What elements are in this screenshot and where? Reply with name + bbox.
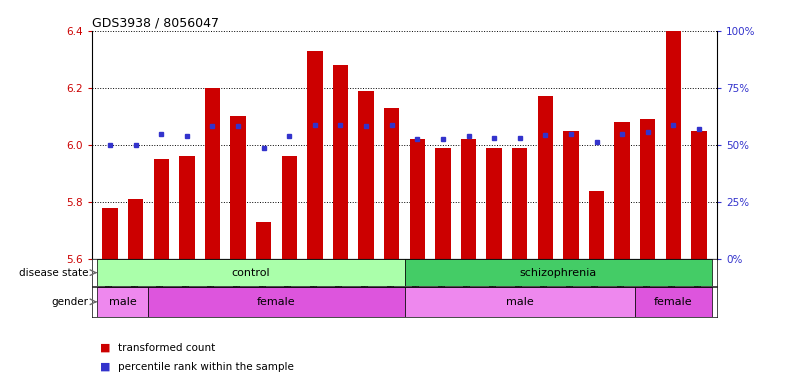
- Bar: [256, 222, 272, 259]
- Bar: [384, 108, 400, 259]
- Bar: [358, 91, 374, 259]
- Bar: [563, 131, 578, 259]
- Text: schizophrenia: schizophrenia: [520, 268, 597, 278]
- Bar: [97, 287, 148, 317]
- Bar: [179, 156, 195, 259]
- Text: female: female: [654, 297, 693, 307]
- Bar: [666, 31, 681, 259]
- Text: disease state: disease state: [18, 268, 88, 278]
- Bar: [231, 116, 246, 259]
- Bar: [486, 148, 501, 259]
- Bar: [97, 259, 405, 286]
- Text: male: male: [506, 297, 533, 307]
- Bar: [154, 159, 169, 259]
- Bar: [205, 88, 220, 259]
- Bar: [308, 51, 323, 259]
- Text: ■: ■: [100, 362, 111, 372]
- Text: control: control: [231, 268, 270, 278]
- Bar: [405, 259, 712, 286]
- Bar: [691, 131, 706, 259]
- Text: GDS3938 / 8056047: GDS3938 / 8056047: [92, 17, 219, 30]
- Bar: [640, 119, 655, 259]
- Bar: [148, 287, 405, 317]
- Text: transformed count: transformed count: [118, 343, 215, 353]
- Bar: [409, 139, 425, 259]
- Text: gender: gender: [51, 297, 88, 307]
- Bar: [589, 191, 604, 259]
- Text: male: male: [109, 297, 137, 307]
- Bar: [537, 96, 553, 259]
- Text: female: female: [257, 297, 296, 307]
- Bar: [282, 156, 297, 259]
- Bar: [435, 148, 451, 259]
- Text: ■: ■: [100, 343, 111, 353]
- Bar: [332, 65, 348, 259]
- Bar: [103, 208, 118, 259]
- Bar: [461, 139, 477, 259]
- Text: percentile rank within the sample: percentile rank within the sample: [118, 362, 294, 372]
- Bar: [512, 148, 527, 259]
- Bar: [635, 287, 712, 317]
- Bar: [128, 199, 143, 259]
- Bar: [614, 122, 630, 259]
- Bar: [405, 287, 635, 317]
